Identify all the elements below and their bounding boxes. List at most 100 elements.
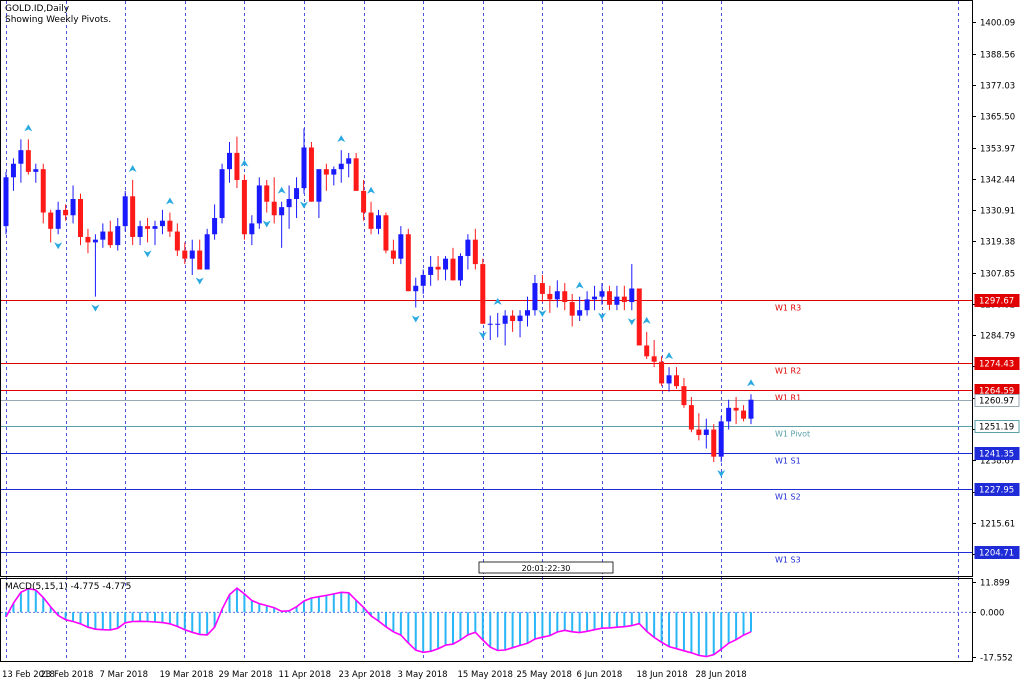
- pivot-price-tag-text: 1251.19: [979, 423, 1014, 433]
- y-tick-label: 1238.67: [980, 457, 1015, 467]
- candle-body: [666, 375, 672, 384]
- candle-body: [361, 190, 367, 213]
- candle-body: [197, 250, 203, 270]
- candle-body: [592, 296, 598, 300]
- candle-body: [733, 407, 739, 411]
- candle-body: [681, 386, 687, 406]
- fractal-down-arrow: [598, 312, 606, 320]
- candle-body: [703, 429, 709, 435]
- macd-panel: [1, 587, 972, 658]
- candle-body: [606, 291, 612, 305]
- candle-body: [145, 226, 151, 229]
- candle-body: [308, 147, 314, 202]
- candle-body: [413, 285, 419, 292]
- x-tick-label: 11 Apr 2018: [279, 670, 332, 680]
- candle-body: [256, 185, 262, 224]
- candle-body: [294, 188, 300, 199]
- pivot-price-tag: [974, 483, 1020, 496]
- y-tick-label: 1353.97: [980, 145, 1015, 155]
- macd-plot-frame: [0, 578, 973, 662]
- fractal-down-arrow: [478, 331, 487, 339]
- pivot-price-tag-text: 1204.71: [979, 549, 1014, 559]
- fractal-up-arrow: [665, 352, 674, 360]
- macd-tick-label: 11.899: [980, 579, 1010, 589]
- candle-body: [85, 236, 91, 243]
- candle-body: [174, 231, 180, 251]
- candle-body: [420, 274, 426, 286]
- macd-label: MACD(5,15,1) -4.775 -4.775: [5, 582, 131, 592]
- fractal-up-arrow: [337, 135, 346, 143]
- candle-body: [130, 196, 136, 237]
- candle-body: [48, 212, 54, 229]
- y-tick-label: 1330.91: [980, 207, 1015, 217]
- y-tick-label: 1365.50: [980, 113, 1015, 123]
- candle-body: [502, 315, 508, 324]
- x-tick-label: 13 Feb 2018: [2, 670, 55, 680]
- candle-body: [569, 302, 575, 316]
- candle-body: [480, 264, 486, 324]
- y-tick-label: 1284.79: [980, 332, 1015, 342]
- candle-body: [227, 152, 232, 170]
- candle-body: [674, 375, 679, 387]
- candle-body: [346, 158, 352, 164]
- fractal-up-arrow: [277, 186, 286, 194]
- candle-body: [688, 405, 694, 430]
- candle-body: [159, 220, 165, 227]
- y-tick-label: 1400.09: [980, 19, 1015, 29]
- candle-body: [390, 250, 396, 259]
- candle-body: [264, 185, 270, 202]
- fractal-up-arrow: [747, 379, 755, 387]
- chart-subtitle: Showing Weekly Pivots.: [5, 15, 111, 25]
- countdown-text: 20:01:22:30: [522, 564, 571, 573]
- x-tick-label: 7 Mar 2018: [100, 670, 148, 680]
- fractal-up-arrow: [240, 159, 249, 167]
- fractal-up-arrow: [128, 165, 137, 173]
- candle-body: [137, 226, 143, 237]
- candle-body: [405, 234, 411, 292]
- main-plot-frame: [0, 0, 973, 577]
- fractal-down-arrow: [411, 315, 420, 323]
- candle-body: [525, 310, 530, 316]
- candle-body: [10, 163, 16, 178]
- candle-body: [182, 250, 188, 259]
- fractal-down-arrow: [717, 470, 726, 478]
- candle-body: [331, 169, 337, 175]
- candle-body: [63, 209, 69, 216]
- y-tick-label: 1319.38: [980, 238, 1015, 248]
- candle-body: [368, 212, 374, 229]
- pivot-price-tag: [974, 420, 1020, 433]
- candle-body: [562, 291, 568, 303]
- candle-body: [539, 283, 545, 294]
- pivot-price-tag-text: 1264.59: [979, 387, 1014, 397]
- candle-body: [376, 215, 381, 229]
- y-tick-label: 1388.56: [980, 51, 1015, 61]
- y-tick-label: 1377.03: [980, 82, 1015, 92]
- candle-body: [271, 201, 277, 216]
- candle-body: [107, 231, 113, 246]
- candle-body: [495, 323, 501, 325]
- x-tick-label: 19 Mar 2018: [160, 670, 214, 680]
- candle-body: [55, 209, 61, 229]
- candle-body: [748, 399, 754, 419]
- x-tick-label: 6 Jun 2018: [577, 670, 623, 680]
- x-tick-label: 23 Apr 2018: [339, 670, 392, 680]
- candle-body: [316, 169, 322, 202]
- countdown-timer: 20:01:22:30: [478, 561, 614, 574]
- candles: [3, 128, 754, 463]
- fractal-down-arrow: [143, 250, 152, 258]
- fractal-down-arrow: [54, 242, 63, 250]
- pivot-price-tag-text: 1297.67: [979, 297, 1014, 307]
- candle-body: [487, 323, 493, 325]
- candle-body: [636, 288, 642, 346]
- candle-body: [450, 258, 456, 281]
- candle-body: [33, 169, 39, 172]
- fractal-down-arrow: [262, 220, 271, 228]
- candle-body: [78, 198, 83, 237]
- candle-body: [40, 169, 46, 213]
- pivot-line-label: W1 R2: [775, 367, 801, 376]
- candle-body: [286, 198, 292, 208]
- pivot-lines: W1 R3 W1 R2 W1 R1 W1 Pivot W1 S1 W1 S2 W1 S3: [1, 300, 972, 565]
- fractal-down-arrow: [300, 201, 308, 209]
